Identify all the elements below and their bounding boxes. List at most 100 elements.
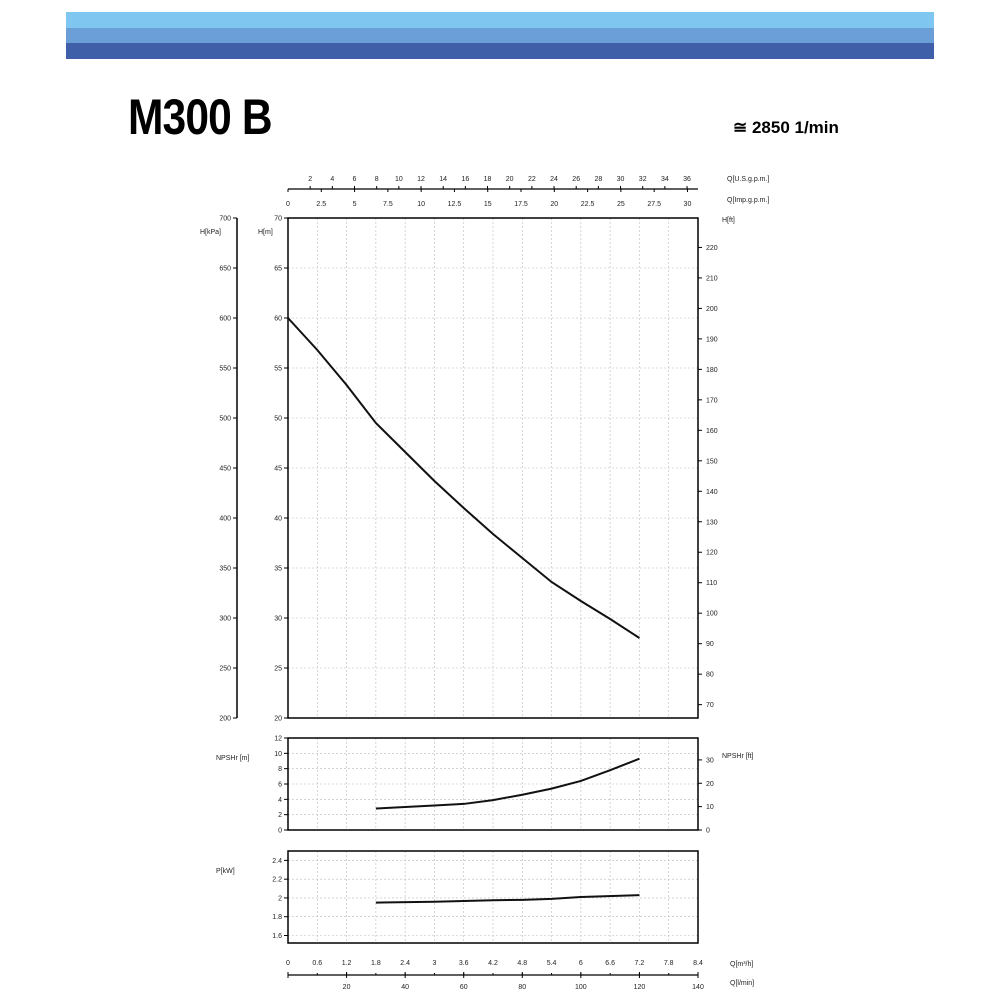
m3h-tick-label: 0.6 xyxy=(312,960,322,967)
plot-frame xyxy=(287,850,699,944)
imp-gpm-tick-label: 25 xyxy=(617,201,625,208)
us-gpm-tick-label: 10 xyxy=(395,176,403,183)
y-tick-label: 8 xyxy=(278,766,282,773)
curve-line xyxy=(375,894,640,904)
m3h-tick-label: 5.4 xyxy=(547,960,557,967)
us-gpm-tick-label: 12 xyxy=(417,176,425,183)
y-tick-label: 6 xyxy=(278,782,282,789)
y-tick-label: 35 xyxy=(274,566,282,573)
y-axis-label-right: NPSHr [ft] xyxy=(722,753,754,760)
imp-gpm-tick-label: 17.5 xyxy=(514,201,528,208)
m3h-tick-label: 2.4 xyxy=(400,960,410,967)
kpa-tick-label: 350 xyxy=(219,566,231,573)
us-gpm-tick-label: 24 xyxy=(550,176,558,183)
us-gpm-tick-label: 36 xyxy=(683,176,691,183)
kpa-tick-label: 650 xyxy=(219,266,231,273)
y-tick-label: 2 xyxy=(278,895,282,902)
y-tick-label: 60 xyxy=(274,316,282,323)
imp-gpm-tick-label: 27.5 xyxy=(647,201,661,208)
us-gpm-tick-label: 8 xyxy=(375,176,379,183)
y-tick-label: 0 xyxy=(278,828,282,835)
ft-tick-label: 0 xyxy=(706,828,710,835)
imp-gpm-tick-label: 12.5 xyxy=(448,201,462,208)
us-gpm-tick-label: 4 xyxy=(330,176,334,183)
lmin-tick-label: 40 xyxy=(401,984,409,991)
plot-frame xyxy=(287,737,699,831)
lmin-tick-label: 60 xyxy=(460,984,468,991)
imp-gpm-tick-label: 15 xyxy=(484,201,492,208)
us-gpm-tick-label: 32 xyxy=(639,176,647,183)
lmin-tick-label: 100 xyxy=(575,984,587,991)
y-tick-label: 25 xyxy=(274,666,282,673)
y-tick-label: 20 xyxy=(274,716,282,723)
ft-tick-label: 200 xyxy=(706,306,718,313)
y-tick-label: 1.8 xyxy=(272,914,282,921)
y-axis-label: P[kW] xyxy=(216,868,235,875)
imp-gpm-tick-label: 5 xyxy=(353,201,357,208)
imp-gpm-tick-label: 0 xyxy=(286,201,290,208)
m3h-tick-label: 8.4 xyxy=(693,960,703,967)
kpa-tick-label: 500 xyxy=(219,416,231,423)
y-tick-label: 40 xyxy=(274,516,282,523)
plot-frame xyxy=(287,217,699,719)
y-axis-label-right: H[ft] xyxy=(722,217,735,224)
m3h-tick-label: 7.8 xyxy=(664,960,674,967)
y-tick-label: 12 xyxy=(274,736,282,743)
us-gpm-tick-label: 16 xyxy=(461,176,469,183)
lmin-tick-label: 80 xyxy=(518,984,526,991)
lmin-tick-label: 120 xyxy=(634,984,646,991)
kpa-tick-label: 250 xyxy=(219,666,231,673)
us-gpm-tick-label: 20 xyxy=(506,176,514,183)
us-gpm-tick-label: 14 xyxy=(439,176,447,183)
lmin-tick-label: 140 xyxy=(692,984,704,991)
ft-tick-label: 210 xyxy=(706,275,718,282)
us-gpm-tick-label: 26 xyxy=(572,176,580,183)
imp-gpm-tick-label: 22.5 xyxy=(581,201,595,208)
us-gpm-tick-label: 18 xyxy=(484,176,492,183)
m3h-tick-label: 0 xyxy=(286,960,290,967)
page-title: M300 B xyxy=(128,89,273,145)
us-gpm-axis-label: Q[U.S.g.p.m.] xyxy=(727,176,769,183)
ft-tick-label: 120 xyxy=(706,550,718,557)
ft-tick-label: 10 xyxy=(706,804,714,811)
ft-tick-label: 140 xyxy=(706,489,718,496)
imp-gpm-tick-label: 7.5 xyxy=(383,201,393,208)
curve-line xyxy=(287,317,640,639)
imp-gpm-tick-label: 10 xyxy=(417,201,425,208)
ft-tick-label: 30 xyxy=(706,757,714,764)
us-gpm-tick-label: 22 xyxy=(528,176,536,183)
ft-tick-label: 170 xyxy=(706,397,718,404)
y-tick-label: 30 xyxy=(274,616,282,623)
curve-line xyxy=(375,757,640,810)
kpa-tick-label: 200 xyxy=(219,716,231,723)
m3h-tick-label: 6.6 xyxy=(605,960,615,967)
imp-gpm-axis-label: Q[Imp.g.p.m.] xyxy=(727,197,769,204)
m3h-tick-label: 1.8 xyxy=(371,960,381,967)
lmin-tick-label: 20 xyxy=(343,984,351,991)
kpa-axis-label: H[kPa] xyxy=(200,229,221,236)
lmin-axis-label: Q[l/min] xyxy=(730,980,754,987)
us-gpm-tick-label: 6 xyxy=(353,176,357,183)
ft-tick-label: 90 xyxy=(706,641,714,648)
kpa-tick-label: 550 xyxy=(219,366,231,373)
header-band xyxy=(66,12,934,59)
y-tick-label: 70 xyxy=(274,216,282,223)
y-tick-label: 1.6 xyxy=(272,933,282,940)
y-tick-label: 2.2 xyxy=(272,877,282,884)
m3h-tick-label: 4.8 xyxy=(517,960,527,967)
ft-tick-label: 150 xyxy=(706,458,718,465)
y-tick-label: 2.4 xyxy=(272,858,282,865)
imp-gpm-tick-label: 30 xyxy=(684,201,692,208)
ft-tick-label: 220 xyxy=(706,245,718,252)
y-axis-label: NPSHr [m] xyxy=(216,755,250,762)
m3h-tick-label: 3 xyxy=(432,960,436,967)
ft-tick-label: 110 xyxy=(706,580,717,587)
m3h-tick-label: 3.6 xyxy=(459,960,469,967)
m3h-tick-label: 1.2 xyxy=(342,960,352,967)
kpa-tick-label: 400 xyxy=(219,516,231,523)
kpa-tick-label: 450 xyxy=(219,466,231,473)
m3h-tick-label: 4.2 xyxy=(488,960,498,967)
y-tick-label: 45 xyxy=(274,466,282,473)
us-gpm-tick-label: 30 xyxy=(617,176,625,183)
